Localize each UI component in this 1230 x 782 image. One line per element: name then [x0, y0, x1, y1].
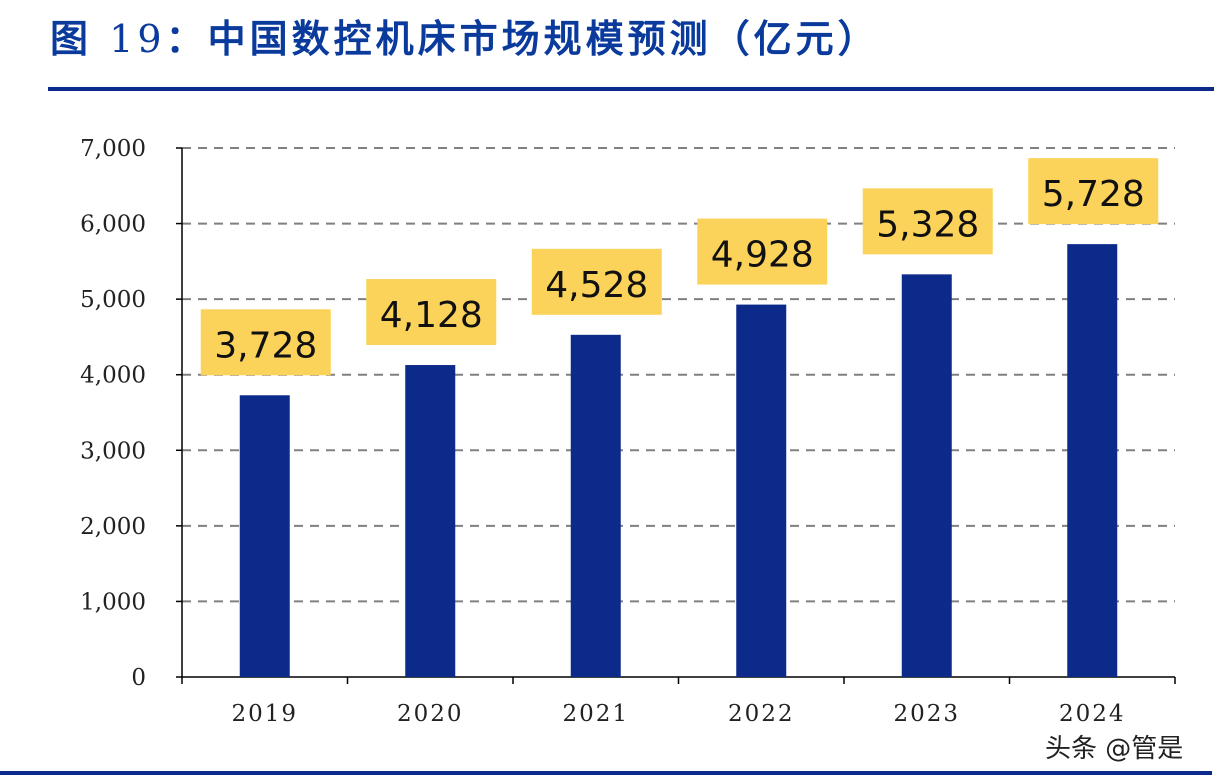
title-text: ：中国数控机床市场规模预测（亿元）: [165, 17, 880, 61]
bar: [901, 274, 952, 677]
y-tick-label: 0: [131, 665, 146, 691]
y-tick-label: 3,000: [80, 438, 146, 464]
x-tick-label: 2020: [397, 701, 464, 727]
x-tick-label: 2019: [231, 701, 298, 727]
data-label: 4,928: [711, 235, 814, 276]
y-tick-label: 2,000: [80, 514, 146, 540]
data-label: 5,728: [1042, 174, 1145, 215]
data-label-box: [366, 279, 497, 346]
watermark: 头条 @管是: [1045, 734, 1184, 764]
x-tick-label: 2023: [893, 701, 960, 727]
y-tick-label: 1,000: [80, 589, 146, 615]
bar: [1067, 244, 1118, 677]
y-tick-label: 6,000: [80, 212, 146, 238]
chart-title: 图 19：中国数控机床市场规模预测（亿元）: [50, 8, 880, 63]
data-label-box: [862, 188, 993, 255]
data-label: 5,328: [876, 204, 979, 245]
data-label-box: [697, 218, 828, 285]
data-label-box: [531, 248, 662, 315]
x-tick-label: 2021: [562, 701, 629, 727]
data-label: 3,728: [214, 325, 317, 366]
y-tick-label: 7,000: [80, 136, 146, 162]
data-label: 4,128: [380, 295, 483, 336]
bar: [239, 395, 290, 677]
bar: [570, 334, 621, 677]
title-number: 19: [109, 17, 166, 61]
data-label-box: [1028, 158, 1159, 225]
top-divider: [48, 87, 1214, 91]
bottom-divider: [0, 771, 1212, 775]
data-label: 4,528: [545, 265, 648, 306]
data-label-box: [200, 309, 331, 376]
bar: [405, 365, 456, 677]
title-prefix: 图: [50, 17, 110, 61]
bar: [736, 304, 787, 677]
x-tick-label: 2022: [728, 701, 795, 727]
x-tick-label: 2024: [1059, 701, 1126, 727]
y-tick-label: 5,000: [80, 287, 146, 313]
y-tick-label: 4,000: [80, 363, 146, 389]
